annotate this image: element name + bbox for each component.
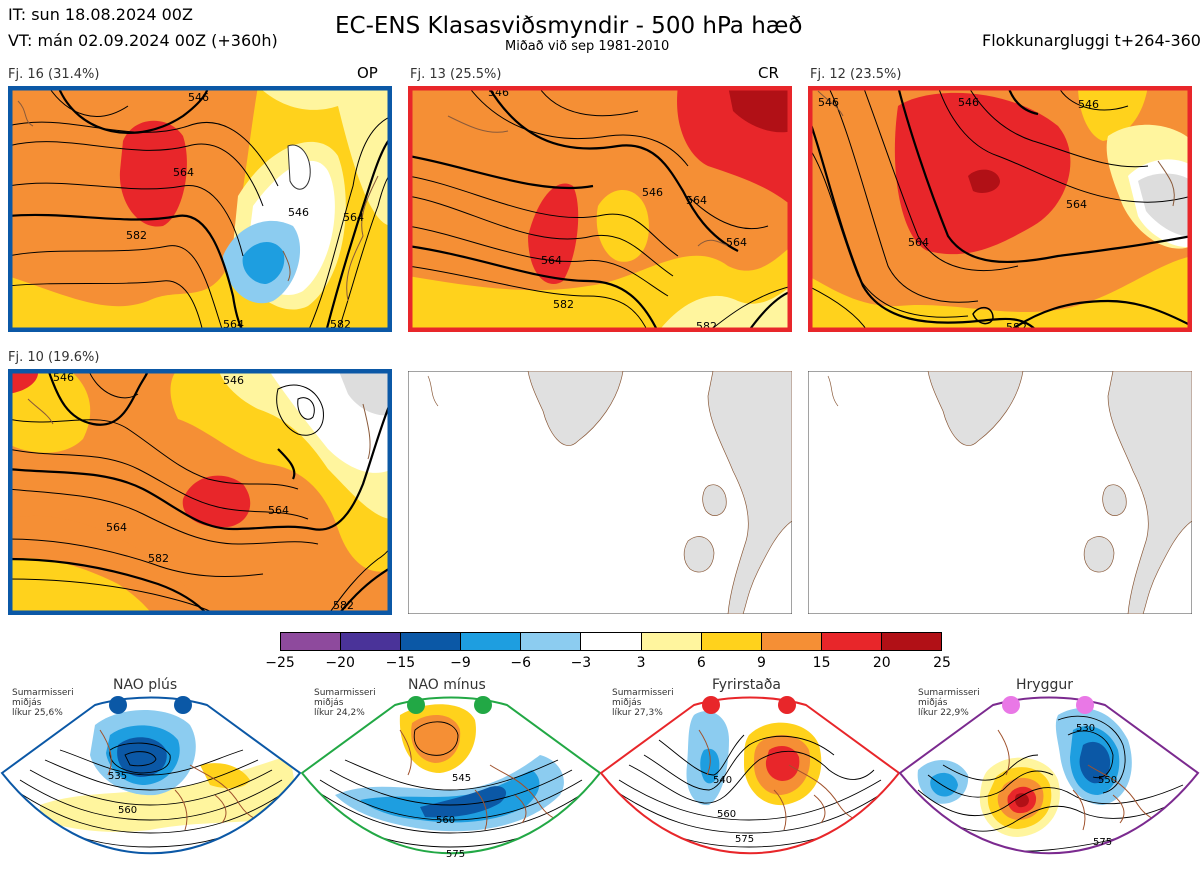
regime-map-nao-minus: 545 560 575 <box>300 696 602 860</box>
color-bar-tick: −9 <box>450 655 471 671</box>
panel-4-label: Fj. 10 (19.6%) <box>8 350 100 365</box>
page-subtitle: Miðað við sep 1981-2010 <box>505 39 670 54</box>
color-bar <box>280 632 942 651</box>
color-bar-swatch <box>401 633 462 650</box>
map-panel-cluster-16: 564 582 546 564 564 546 582 <box>8 86 392 332</box>
contour-label: 564 <box>726 236 747 249</box>
contour-label: 575 <box>446 849 465 860</box>
contour-label: 560 <box>717 809 736 820</box>
page-title: EC-ENS Klasasviðsmyndir - 500 hPa hæð <box>335 13 803 39</box>
contour-label: 582 <box>553 298 574 311</box>
contour-label: 546 <box>1078 98 1099 111</box>
contour-label: 564 <box>686 194 707 207</box>
contour-label: 546 <box>818 96 839 109</box>
regime-info-ridge: Sumarmisseri miðjás líkur 22,9% <box>918 688 980 718</box>
regime-marker-dot <box>702 696 720 714</box>
panel-2-tag: CR <box>758 64 779 82</box>
regime-marker-dot <box>1002 696 1020 714</box>
regime-title-blocking: Fyrirstaða <box>712 677 781 693</box>
regime-info-blocking: Sumarmisseri miðjás líkur 27,3% <box>612 688 674 718</box>
contour-label: 560 <box>436 815 455 826</box>
regime-marker-dot <box>109 696 127 714</box>
color-bar-swatch <box>641 633 702 650</box>
contour-label: 560 <box>118 805 137 816</box>
empty-map-panel <box>408 371 792 614</box>
contour-label: 582 <box>333 599 354 612</box>
color-bar-tick: 9 <box>757 655 766 671</box>
color-bar-swatch <box>581 633 642 650</box>
color-bar-tick: −25 <box>265 655 295 671</box>
init-time: IT: sun 18.08.2024 00Z <box>8 5 193 24</box>
color-bar-tick: 3 <box>636 655 646 671</box>
regime-map-blocking: 540 560 575 <box>599 696 901 855</box>
classification-window: Flokkunargluggi t+264-360 <box>982 31 1200 50</box>
contour-label: 550 <box>1098 775 1117 786</box>
panel-3-label: Fj. 12 (23.5%) <box>810 67 902 82</box>
contour-label: 582 <box>126 229 147 242</box>
contour-label: 575 <box>735 834 754 845</box>
regime-title-nao-plus: NAO plús <box>113 677 178 693</box>
color-bar-swatch <box>461 633 522 650</box>
panel-1-label: Fj. 16 (31.4%) <box>8 67 100 82</box>
contour-label: 545 <box>452 773 471 784</box>
contour-label: 546 <box>223 374 244 387</box>
panel-1-tag: OP <box>357 64 378 82</box>
map-panel-cluster-13: 546 564 582 546 564 564 582 <box>408 86 792 332</box>
regime-map-nao-plus: 535 560 <box>0 696 302 855</box>
map-panel-cluster-10: 546 546 564 564 582 582 <box>8 369 392 615</box>
contour-label: 546 <box>958 96 979 109</box>
regime-title-nao-minus: NAO mínus <box>408 677 486 693</box>
contour-label: 564 <box>1066 198 1087 211</box>
regime-marker-dot <box>778 696 796 714</box>
contour-label: 546 <box>288 206 309 219</box>
regime-map-ridge: 530 550 575 <box>898 696 1200 855</box>
contour-label: 564 <box>343 211 364 224</box>
regime-title-ridge: Hryggur <box>1016 677 1073 693</box>
regime-info-nao-plus: Sumarmisseri miðjás líkur 25,6% <box>12 688 74 718</box>
contour-label: 546 <box>642 186 663 199</box>
contour-label: 540 <box>713 775 732 786</box>
regime-marker-dot <box>174 696 192 714</box>
color-bar-swatch <box>701 633 762 650</box>
color-bar-swatch <box>761 633 822 650</box>
color-bar-tick: 25 <box>933 655 951 671</box>
color-bar-swatch <box>341 633 402 650</box>
color-bar-swatch <box>521 633 582 650</box>
color-bar-ticks: −25 −20 −15 −9 −6 −3 3 6 9 15 20 25 <box>265 655 951 673</box>
contour-label: 564 <box>908 236 929 249</box>
color-bar-tick: −6 <box>510 655 531 671</box>
regime-marker-dot <box>1076 696 1094 714</box>
contour-label: 535 <box>108 771 127 782</box>
contour-label: 564 <box>106 521 127 534</box>
map-panel-cluster-12: 546 546 546 564 564 582 <box>808 86 1192 332</box>
panel-2-label: Fj. 13 (25.5%) <box>410 67 502 82</box>
contour-label: 582 <box>1006 321 1027 332</box>
valid-time: VT: mán 02.09.2024 00Z (+360h) <box>8 31 278 50</box>
contour-label: 546 <box>188 91 209 104</box>
regime-info-nao-minus: Sumarmisseri miðjás líkur 24,2% <box>314 688 376 718</box>
color-bar-tick: 6 <box>696 655 706 671</box>
regime-marker-dot <box>407 696 425 714</box>
contour-label: 575 <box>1093 837 1112 848</box>
color-bar-tick: −15 <box>385 655 416 671</box>
contour-label: 564 <box>173 166 194 179</box>
color-bar-tick: 20 <box>872 655 891 671</box>
contour-label: 530 <box>1076 723 1095 734</box>
color-bar-swatch <box>281 633 342 650</box>
color-bar-tick: −3 <box>570 655 592 671</box>
regime-marker-dot <box>474 696 492 714</box>
contour-label: 564 <box>541 254 562 267</box>
color-bar-tick: 15 <box>812 655 831 671</box>
color-bar-swatch <box>821 633 882 650</box>
contour-label: 582 <box>148 552 169 565</box>
contour-label: 546 <box>53 371 74 384</box>
color-bar-swatch <box>881 633 942 650</box>
color-bar-tick: −20 <box>325 655 355 671</box>
empty-map-panel <box>808 371 1192 614</box>
contour-label: 564 <box>268 504 289 517</box>
